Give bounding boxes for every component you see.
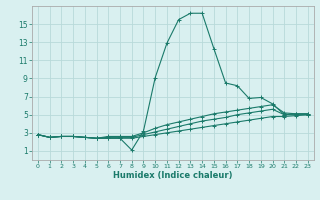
X-axis label: Humidex (Indice chaleur): Humidex (Indice chaleur) (113, 171, 233, 180)
